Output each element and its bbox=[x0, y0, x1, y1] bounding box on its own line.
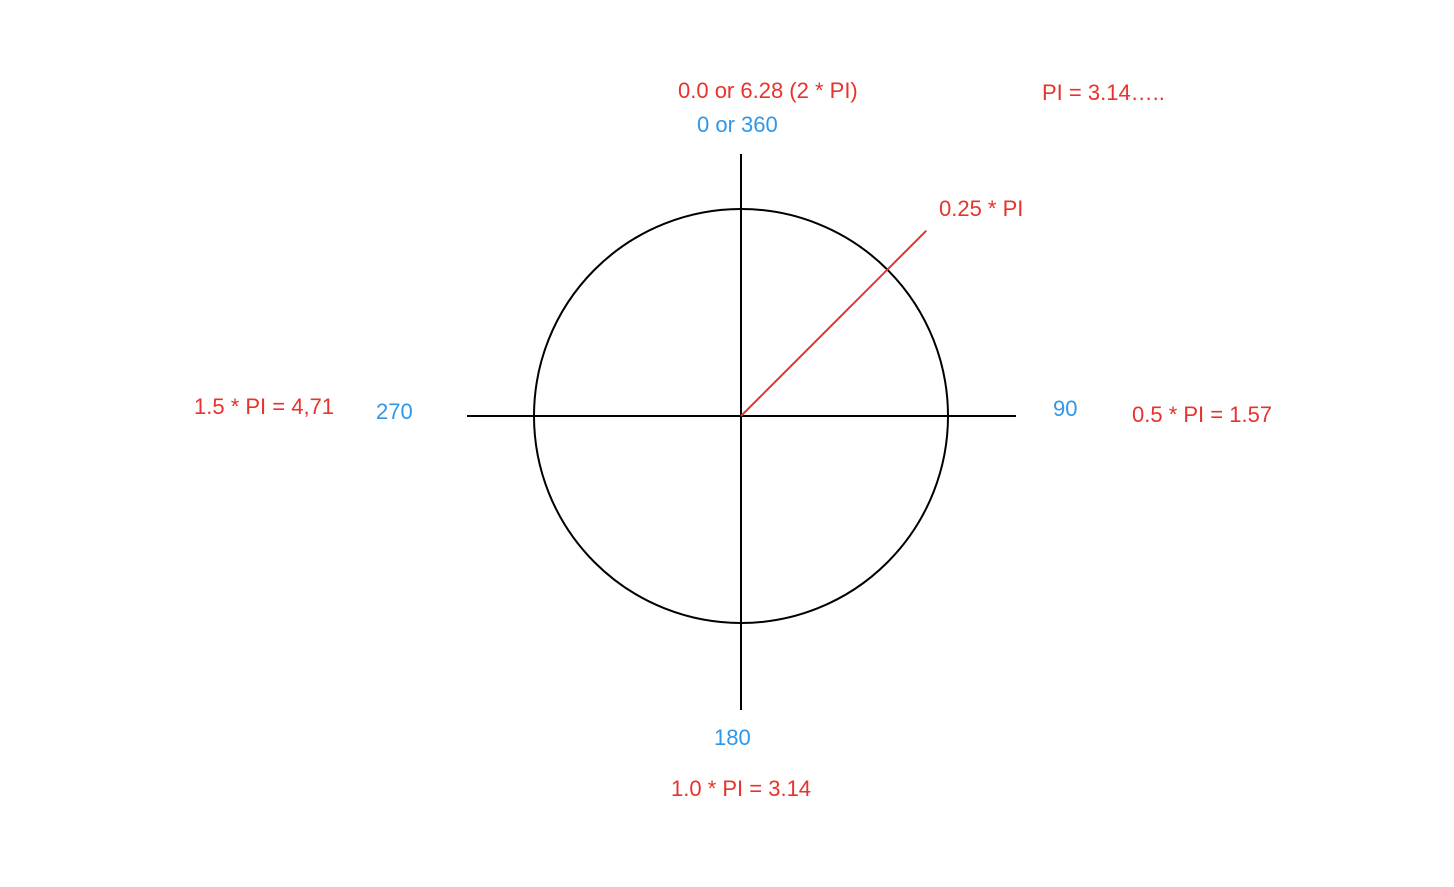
label-right-degrees: 90 bbox=[1053, 396, 1078, 421]
unit-circle bbox=[533, 208, 949, 624]
label-left-radians: 1.5 * PI = 4,71 bbox=[194, 394, 335, 419]
label-top-radians: 0.0 or 6.28 (2 * PI) bbox=[678, 78, 858, 103]
label-left-degrees: 270 bbox=[376, 399, 413, 424]
label-bottom-degrees: 180 bbox=[714, 725, 751, 750]
label-pi-value: PI = 3.14….. bbox=[1042, 80, 1165, 105]
label-top-degrees: 0 or 360 bbox=[697, 112, 778, 137]
label-bottom-radians: 1.0 * PI = 3.14 bbox=[671, 776, 812, 801]
angle-line bbox=[740, 229, 928, 417]
label-right-radians: 0.5 * PI = 1.57 bbox=[1132, 402, 1273, 427]
label-angle-radians: 0.25 * PI bbox=[939, 196, 1024, 221]
